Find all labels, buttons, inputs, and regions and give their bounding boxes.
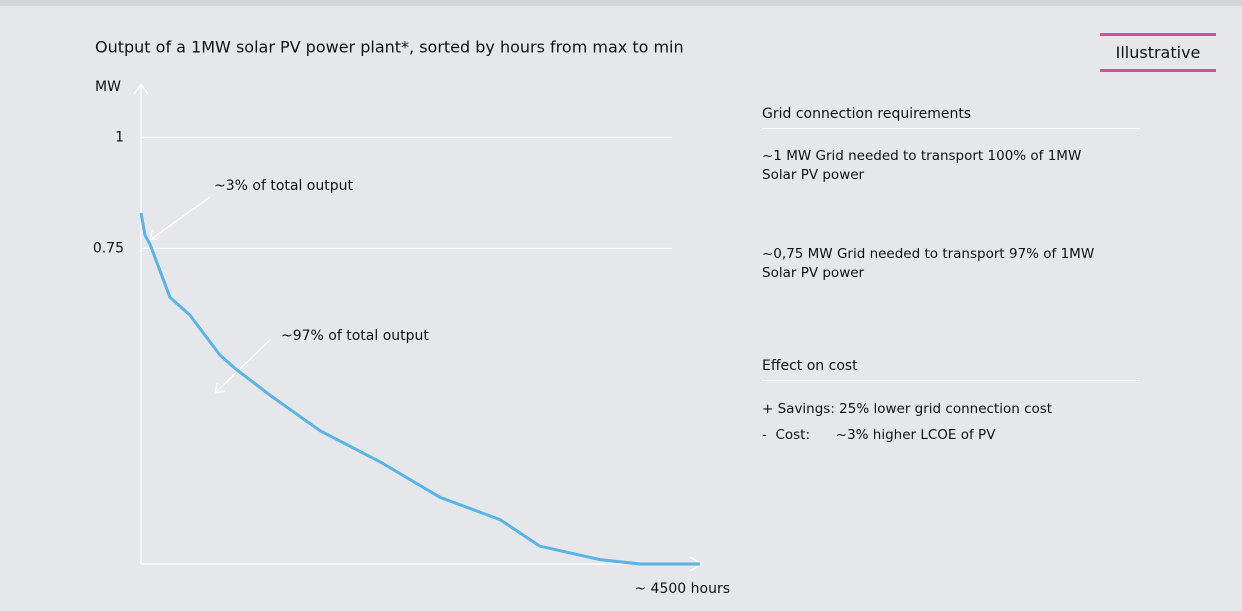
panel-item: ~1 MW Grid needed to transport 100% of 1… (762, 148, 1086, 183)
panel-item: - Cost: ~3% higher LCOE of PV (762, 427, 996, 443)
top-band (0, 0, 1242, 6)
line-series (139, 212, 700, 566)
panel-heading: Grid connection requirements (762, 106, 1140, 129)
panel-item: ~0,75 MW Grid needed to transport 97% of… (762, 246, 1099, 281)
axes (133, 82, 704, 572)
y-tick-label: 1 (115, 129, 124, 145)
annotation: ~3% of total output (214, 178, 353, 194)
panel-item: + Savings: 25% lower grid connection cos… (762, 401, 1053, 417)
y-tick-label: 0.75 (93, 240, 124, 256)
panel-heading: Effect on cost (762, 358, 1140, 381)
y-axis-label: MW (95, 79, 121, 95)
chart-title: Output of a 1MW solar PV power plant*, s… (95, 38, 684, 57)
annotation: ~97% of total output (281, 328, 429, 344)
badge: Illustrative (1100, 33, 1216, 72)
x-axis-label: ~ 4500 hours (634, 581, 730, 597)
